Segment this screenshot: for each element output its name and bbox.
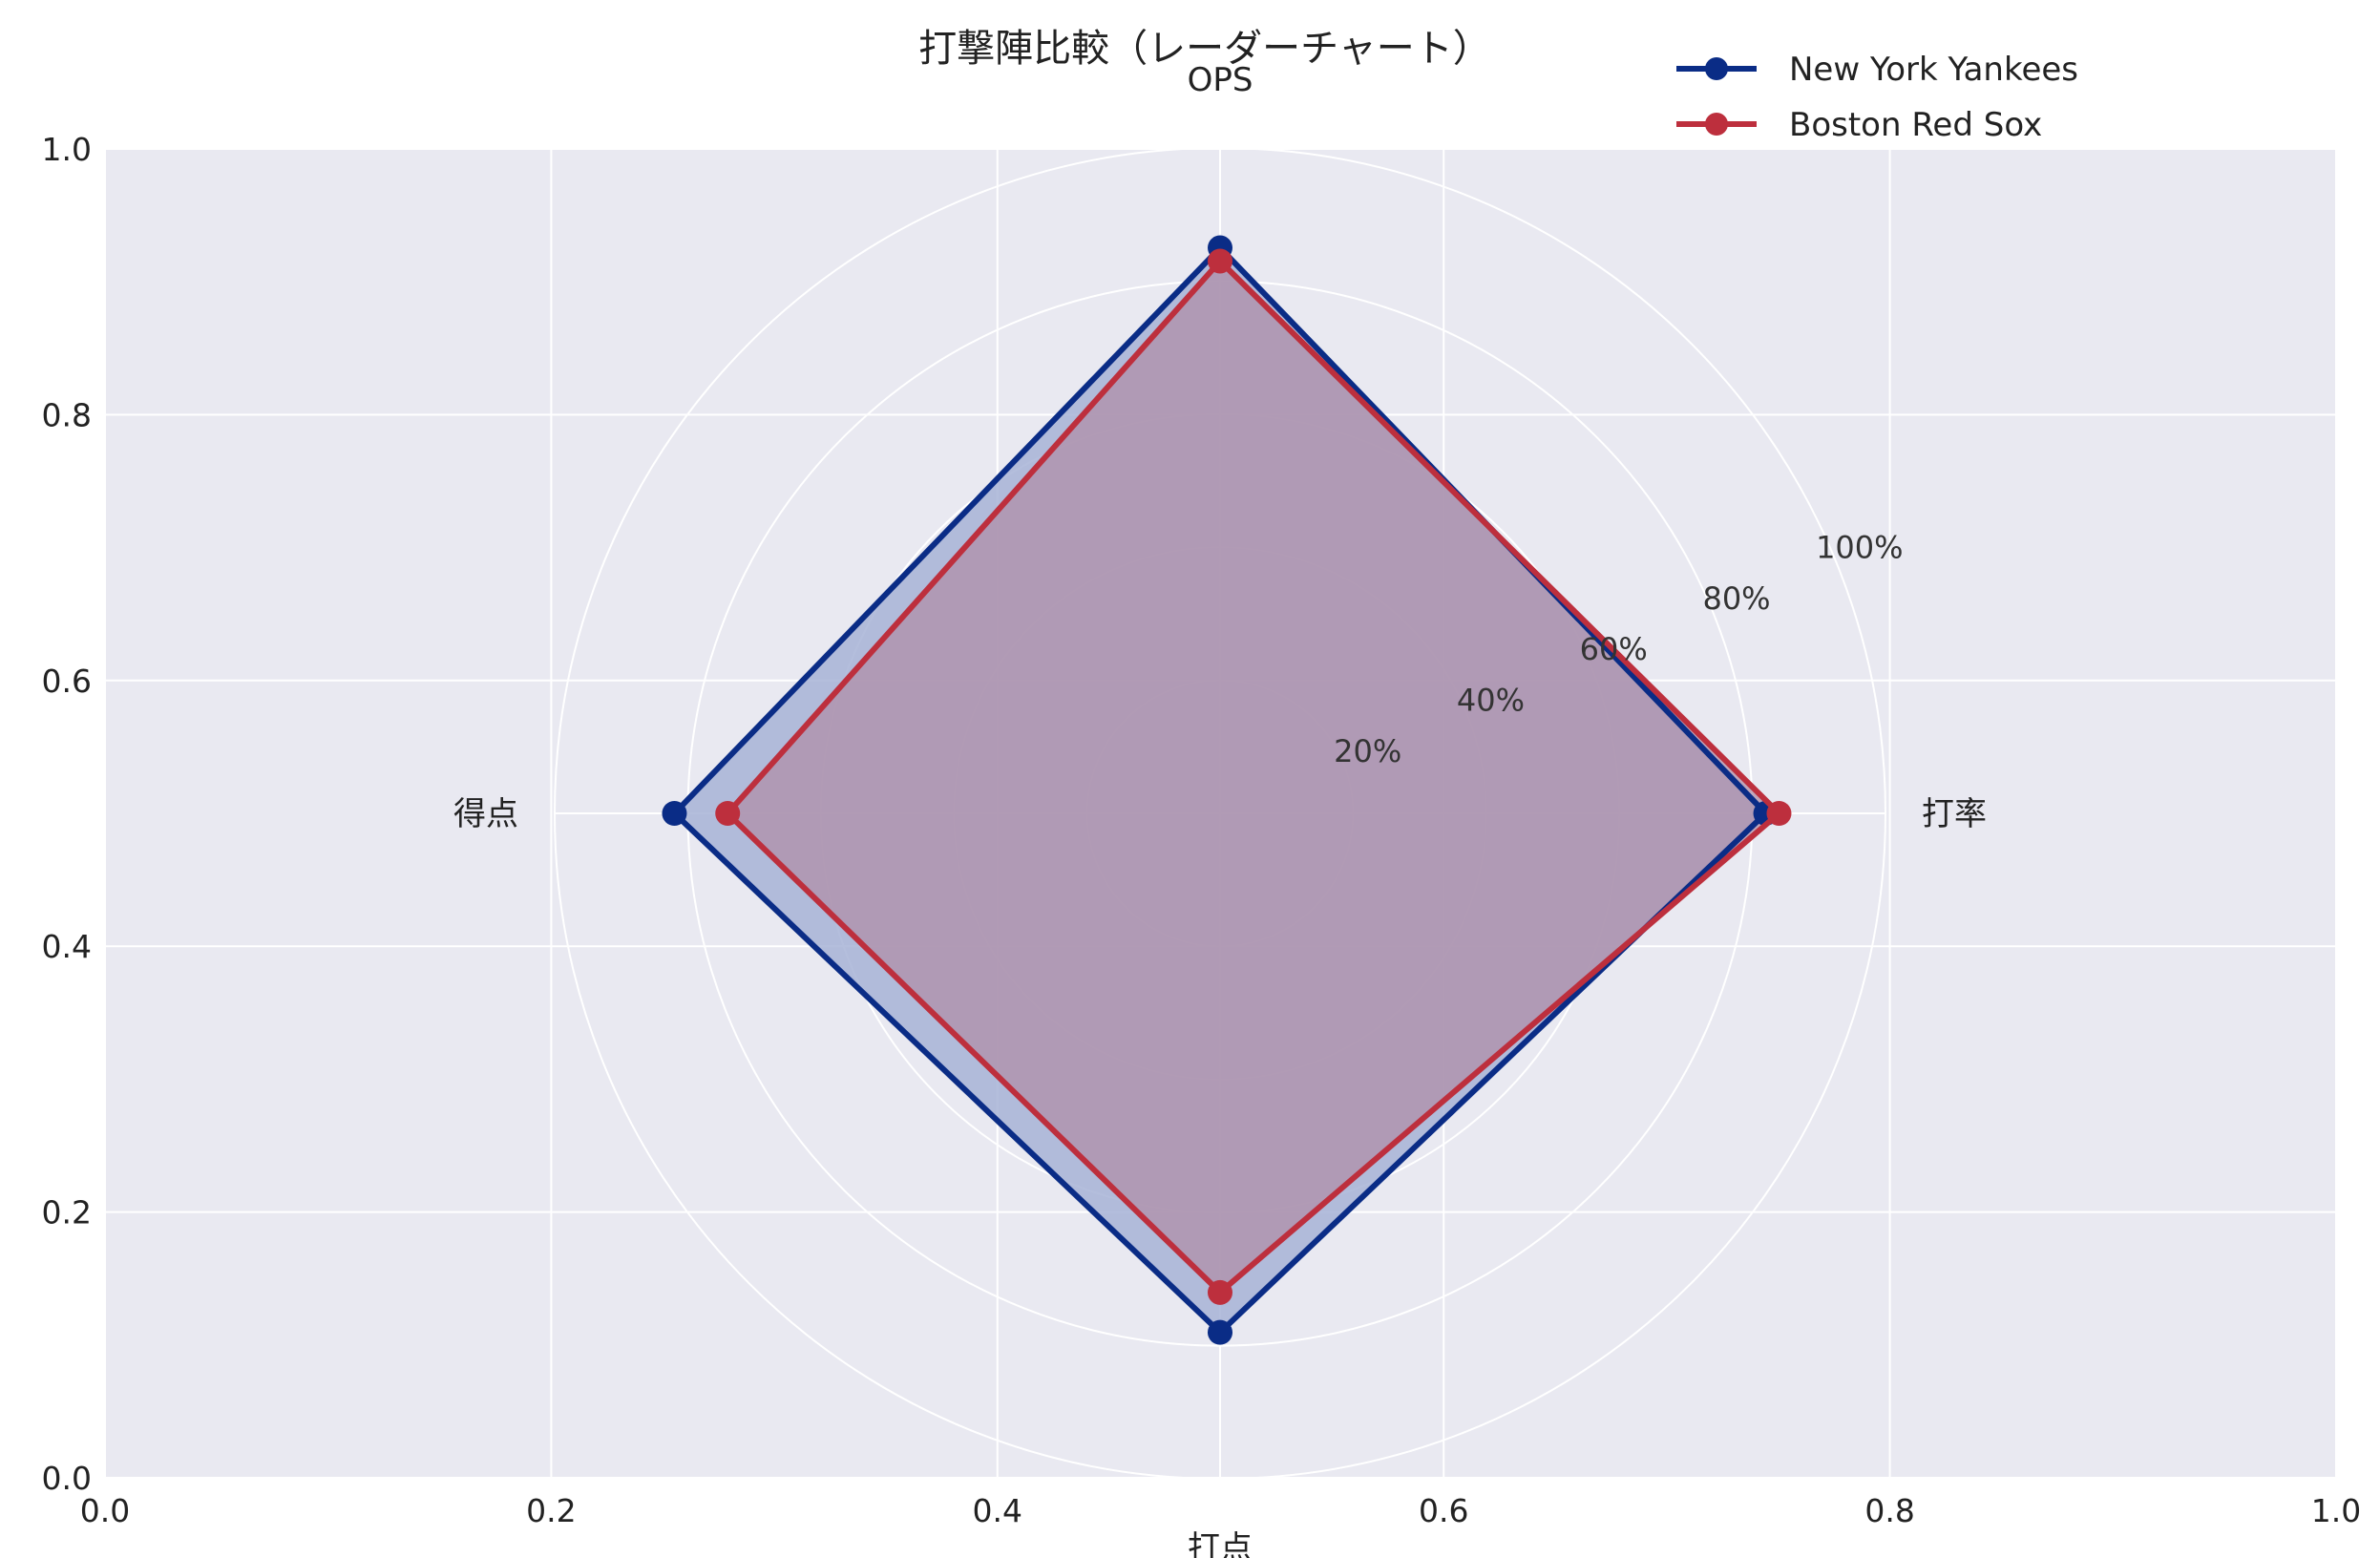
x-tick-label: 0.6 [1419, 1492, 1468, 1529]
x-tick-label: 0.2 [526, 1492, 576, 1529]
data-point [662, 801, 686, 826]
legend: New York Yankees Boston Red Sox [1676, 51, 2078, 144]
y-tick-label: 0.6 [42, 663, 92, 700]
data-point [715, 801, 740, 826]
y-tick-label: 1.0 [42, 131, 92, 168]
radial-tick-label: 40% [1457, 683, 1525, 719]
data-point [1208, 248, 1232, 273]
chart-title: 打撃陣比較（レーダーチャート） [918, 27, 1491, 71]
legend-label: Boston Red Sox [1789, 106, 2042, 144]
data-point [1766, 801, 1791, 826]
legend-marker [1705, 113, 1728, 136]
y-tick-label: 0.4 [42, 928, 92, 965]
radial-tick-label: 80% [1702, 580, 1770, 617]
data-point [1208, 1280, 1232, 1305]
x-tick-label: 0.4 [973, 1492, 1022, 1529]
category-label: 打点 [1188, 1529, 1253, 1558]
y-tick-label: 0.2 [42, 1194, 92, 1232]
x-tick-label: 1.0 [2311, 1492, 2361, 1529]
category-label: 得点 [453, 795, 518, 833]
x-tick-label: 0.8 [1864, 1492, 1914, 1529]
y-tick-label: 0.0 [42, 1460, 92, 1497]
radial-tick-label: 100% [1816, 530, 1903, 566]
legend-label: New York Yankees [1789, 51, 2078, 89]
radial-tick-label: 20% [1334, 733, 1401, 769]
data-point [1208, 1320, 1232, 1345]
legend-marker [1705, 57, 1728, 80]
x-tick-label: 0.0 [80, 1492, 130, 1529]
y-tick-label: 0.8 [42, 396, 92, 433]
category-label: 打率 [1922, 795, 1987, 833]
radial-tick-label: 60% [1580, 631, 1648, 667]
